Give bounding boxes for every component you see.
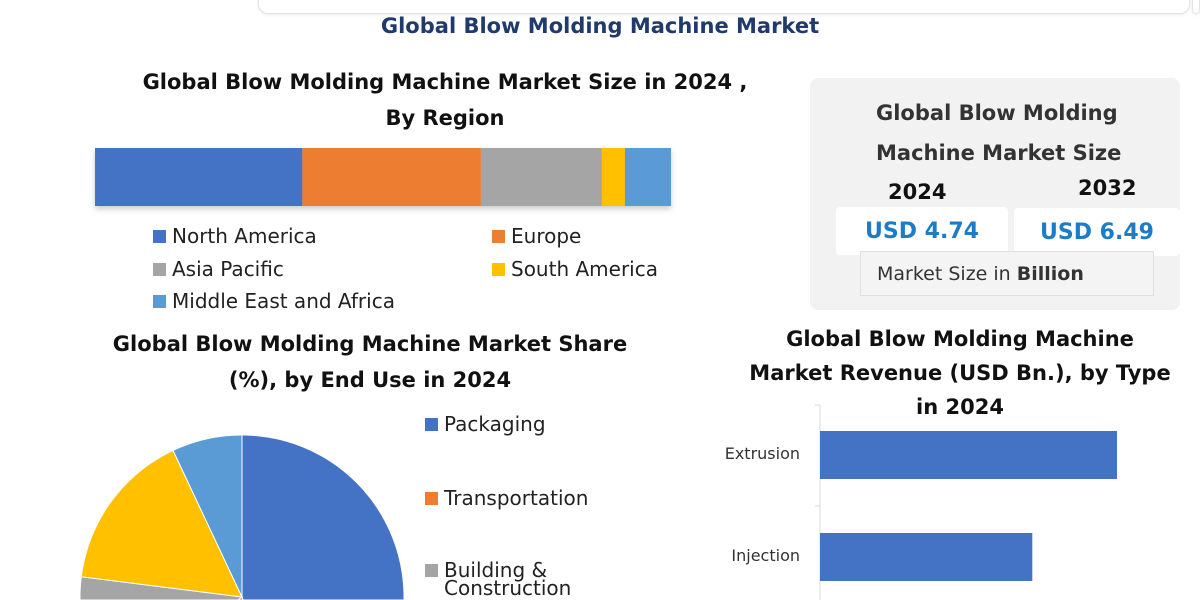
legend-label-line2: Construction — [444, 576, 572, 600]
legend-europe: Europe — [492, 224, 581, 248]
legend-swatch — [492, 262, 505, 276]
pie-slice-building — [79, 576, 244, 600]
year-2024: 2024 — [888, 180, 947, 204]
legend-label: North America — [172, 224, 317, 248]
legend-label: Asia Pacific — [172, 257, 284, 281]
legend-label: Middle East and Africa — [172, 289, 395, 313]
bar-segment-asia-pacific — [480, 148, 602, 206]
legend-label: Europe — [511, 224, 582, 248]
region-title-line1: Global Blow Molding Machine Market Size … — [142, 70, 748, 94]
kpi-title-line2: Machine Market Size — [876, 141, 1122, 165]
region-stacked-bar — [95, 148, 671, 206]
region-chart-title: Global Blow Molding Machine Market Size … — [95, 64, 795, 136]
top-decoration-left — [258, 0, 1190, 14]
pie-slice-slice-5 — [172, 434, 243, 598]
bar-segment-south-america — [601, 148, 625, 206]
unit-prefix: Market Size in — [877, 262, 1017, 285]
bar-segment-europe — [302, 148, 481, 206]
year-2032: 2032 — [1078, 176, 1137, 200]
legend-label: Packaging — [444, 412, 546, 436]
legend-label-line1: Building & — [444, 558, 548, 582]
bar-injection — [820, 533, 1033, 581]
type-title-line1: Global Blow Molding Machine — [786, 327, 1134, 351]
bar-segment-middle-east-and-africa — [624, 148, 671, 206]
kpi-title: Global Blow Molding Machine Market Size — [876, 93, 1121, 173]
legend-label: Building & Construction — [444, 558, 572, 600]
value-2032: USD 6.49 — [1014, 208, 1180, 256]
end-use-title-line2: (%), by End Use in 2024 — [228, 368, 512, 392]
pie-slice-packaging — [241, 434, 405, 600]
type-chart-title: Global Blow Molding Machine Market Reven… — [740, 322, 1180, 424]
region-title-line2: By Region — [385, 106, 505, 130]
legend-swatch — [492, 229, 505, 243]
legend-north-america: North America — [153, 224, 317, 248]
main-title: Global Blow Molding Machine Market — [380, 14, 820, 38]
unit-label: Market Size in Billion — [860, 251, 1154, 296]
end-use-pie-chart — [79, 434, 405, 600]
legend-swatch — [153, 229, 166, 243]
legend-south-america: South America — [492, 257, 658, 281]
end-use-title-line1: Global Blow Molding Machine Market Share — [112, 332, 628, 356]
legend-asia-pacific: Asia Pacific — [153, 257, 284, 281]
legend-packaging: Packaging — [425, 412, 546, 436]
type-title-line2: Market Revenue (USD Bn.), by Type — [749, 361, 1171, 385]
legend-transportation: Transportation — [425, 486, 588, 510]
legend-middle-east-africa: Middle East and Africa — [153, 289, 395, 313]
legend-label: South America — [511, 257, 658, 281]
bar-segment-north-america — [95, 148, 303, 206]
bar-extrusion — [820, 431, 1117, 479]
type-title-line3: in 2024 — [916, 395, 1004, 419]
end-use-chart-title: Global Blow Molding Machine Market Share… — [60, 326, 680, 398]
legend-swatch — [153, 294, 166, 308]
type-bar-chart — [815, 404, 1117, 600]
kpi-title-line1: Global Blow Molding — [876, 101, 1118, 125]
legend-swatch — [153, 262, 166, 276]
value-2024: USD 4.74 — [836, 207, 1008, 255]
top-decoration-right — [1192, 0, 1200, 14]
category-injection: Injection — [731, 546, 800, 565]
legend-swatch — [425, 491, 438, 505]
pie-slice-slice-4 — [80, 449, 243, 598]
unit-bold: Billion — [1016, 262, 1084, 285]
legend-swatch — [425, 564, 438, 577]
legend-swatch — [425, 417, 438, 431]
category-extrusion: Extrusion — [724, 444, 800, 463]
legend-label: Transportation — [444, 486, 589, 510]
legend-building-construction: Building & Construction — [425, 558, 572, 600]
